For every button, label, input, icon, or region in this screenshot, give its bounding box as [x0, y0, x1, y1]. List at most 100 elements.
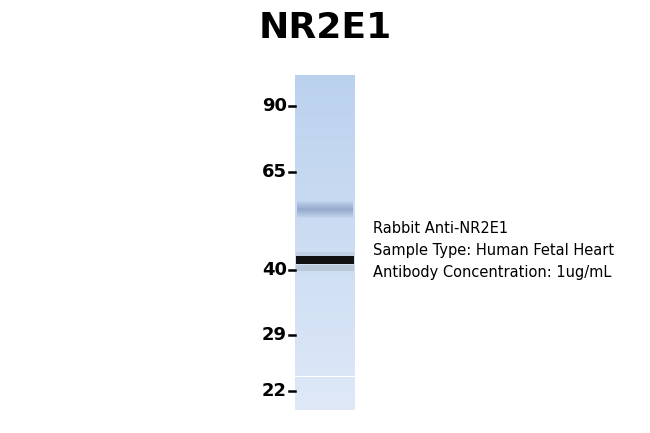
Bar	[295, 407, 355, 408]
Bar	[295, 223, 355, 225]
Bar	[295, 258, 355, 259]
Bar	[295, 347, 355, 349]
Bar	[295, 200, 355, 201]
Bar	[295, 168, 355, 169]
Bar	[295, 107, 355, 109]
Bar	[295, 196, 355, 197]
Bar	[295, 330, 355, 331]
Bar	[295, 192, 355, 194]
Bar	[295, 100, 355, 101]
Bar	[295, 305, 355, 306]
Bar	[297, 212, 353, 213]
Bar	[295, 238, 355, 239]
Bar	[295, 273, 355, 274]
Bar	[295, 307, 355, 308]
Bar	[295, 352, 355, 353]
Bar	[295, 105, 355, 106]
Bar	[296, 265, 354, 271]
Bar	[295, 368, 355, 370]
Text: 90: 90	[262, 97, 287, 115]
Bar	[295, 182, 355, 183]
Bar	[295, 225, 355, 226]
Bar	[295, 284, 355, 285]
Bar	[295, 127, 355, 129]
Bar	[295, 142, 355, 143]
Bar	[295, 239, 355, 240]
Bar	[295, 374, 355, 375]
Bar	[295, 267, 355, 268]
Text: Antibody Concentration: 1ug/mL: Antibody Concentration: 1ug/mL	[373, 265, 612, 280]
Bar	[295, 159, 355, 160]
Bar	[295, 96, 355, 97]
Bar	[295, 256, 355, 257]
Bar	[295, 337, 355, 339]
Bar	[295, 204, 355, 206]
Bar	[295, 297, 355, 298]
Bar	[295, 381, 355, 382]
Bar	[297, 200, 353, 201]
Bar	[295, 131, 355, 132]
Bar	[297, 206, 353, 207]
Bar	[295, 115, 355, 116]
Bar	[295, 350, 355, 351]
Bar	[295, 198, 355, 199]
Bar	[295, 327, 355, 329]
Bar	[295, 265, 355, 266]
Bar	[295, 399, 355, 400]
Bar	[295, 366, 355, 368]
Bar	[297, 202, 353, 203]
Bar	[297, 213, 353, 214]
Bar	[295, 106, 355, 107]
Bar	[295, 301, 355, 302]
Bar	[295, 170, 355, 171]
Bar	[295, 390, 355, 391]
Bar	[295, 123, 355, 124]
Bar	[297, 211, 353, 212]
Bar	[295, 392, 355, 393]
Bar	[295, 241, 355, 242]
Bar	[295, 215, 355, 216]
Bar	[295, 351, 355, 352]
Bar	[295, 86, 355, 87]
Bar	[295, 353, 355, 354]
Bar	[295, 342, 355, 343]
Bar	[295, 321, 355, 322]
Bar	[295, 88, 355, 90]
Bar	[295, 354, 355, 355]
Bar	[295, 140, 355, 141]
Bar	[295, 378, 355, 379]
Bar	[295, 104, 355, 105]
Bar	[295, 212, 355, 213]
Bar	[297, 201, 353, 202]
Bar	[295, 289, 355, 291]
Bar	[295, 75, 355, 76]
Bar	[295, 95, 355, 96]
Bar	[295, 333, 355, 334]
Bar	[295, 345, 355, 346]
Text: NR2E1: NR2E1	[259, 11, 391, 45]
Bar	[295, 187, 355, 188]
Bar	[295, 180, 355, 181]
Bar	[295, 135, 355, 136]
Bar	[295, 372, 355, 373]
Bar	[295, 316, 355, 317]
Bar	[295, 125, 355, 126]
Bar	[295, 300, 355, 301]
Bar	[295, 274, 355, 275]
Bar	[295, 257, 355, 258]
Bar	[295, 277, 355, 278]
Bar	[295, 339, 355, 341]
Bar	[295, 249, 355, 250]
Bar	[295, 383, 355, 385]
Bar	[295, 245, 355, 246]
Bar	[295, 259, 355, 260]
Bar	[295, 136, 355, 138]
Bar	[295, 210, 355, 211]
Bar	[295, 271, 355, 273]
Bar	[295, 109, 355, 110]
Bar	[295, 158, 355, 159]
Bar	[295, 148, 355, 149]
Bar	[295, 388, 355, 389]
Bar	[295, 165, 355, 167]
Bar	[295, 310, 355, 312]
